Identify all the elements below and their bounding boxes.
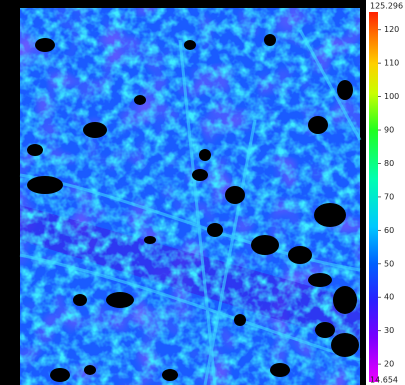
colorbar-tick-label: 120	[384, 25, 399, 34]
colorbar-tick-label: 90	[384, 126, 394, 135]
colorbar-tick-label: 20	[384, 360, 394, 369]
colorbar-tick-label: 60	[384, 226, 394, 235]
colorbar-tick-label: 100	[384, 92, 399, 101]
colorbar-min-label: 14.654	[370, 376, 398, 385]
colorbar-max-label: 125.296	[370, 2, 403, 11]
colorbar-tick-label: 50	[384, 259, 394, 268]
height-map	[20, 8, 360, 385]
colorbar-tick-label: 40	[384, 293, 394, 302]
colorbar-tick-label: 80	[384, 159, 394, 168]
colorbar-tick-label: 30	[384, 326, 394, 335]
height-map-view: 125.296 14.654 120 110 100 90 80 70 60 50 40 30 20	[0, 0, 405, 385]
colorbar-tick-label: 70	[384, 192, 394, 201]
colorbar	[369, 12, 378, 382]
colorbar-tick-label: 110	[384, 59, 399, 68]
